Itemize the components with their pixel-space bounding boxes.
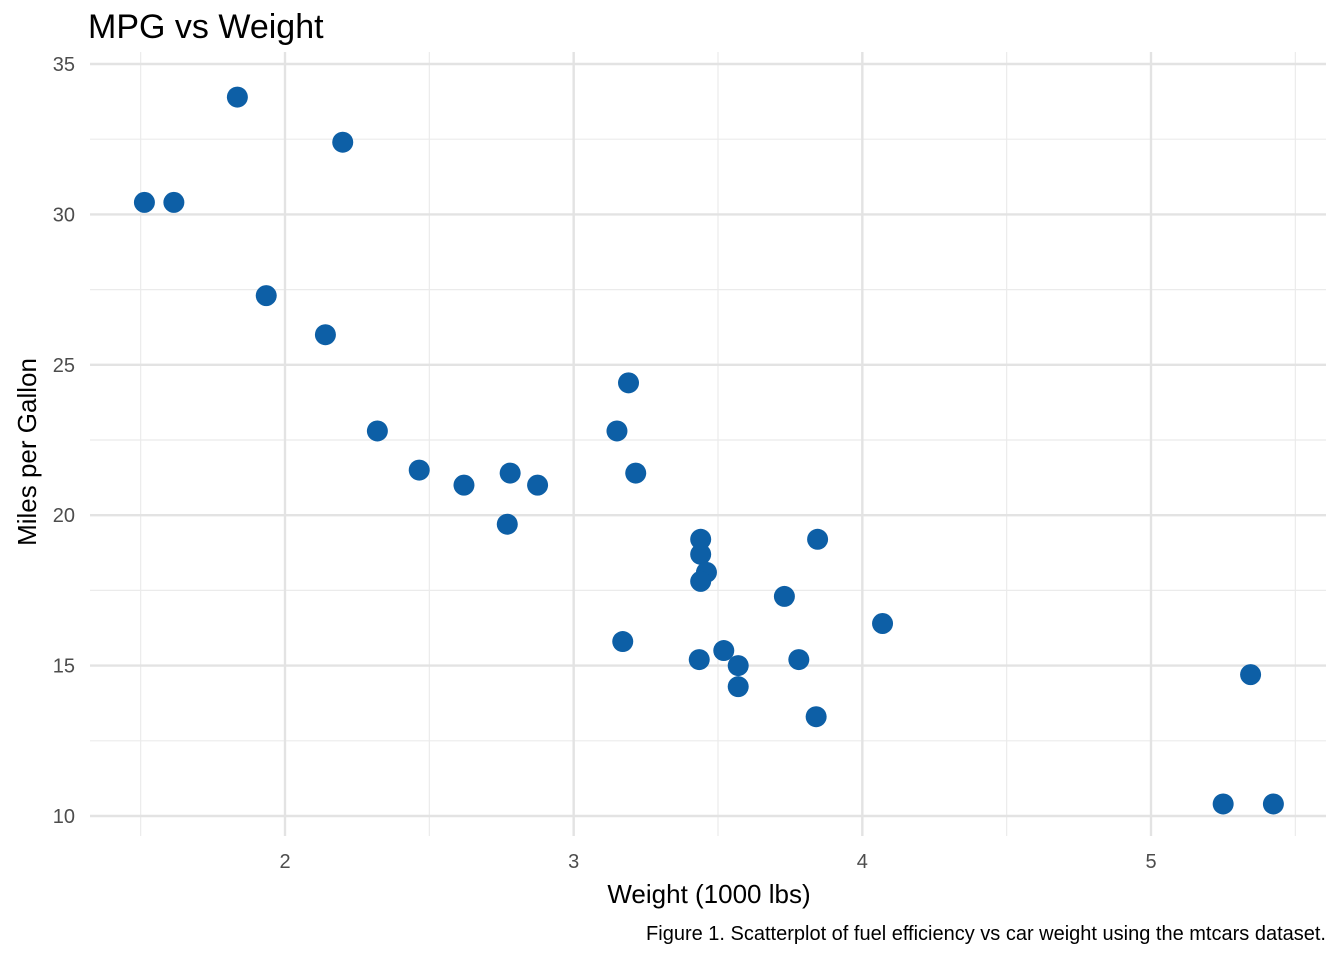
data-point bbox=[625, 462, 647, 484]
y-tick-label: 35 bbox=[53, 54, 75, 76]
data-point bbox=[1240, 664, 1262, 686]
data-point bbox=[163, 191, 185, 213]
data-point bbox=[499, 462, 521, 484]
chart-title: MPG vs Weight bbox=[88, 8, 324, 46]
x-axis-ticks: 2 3 4 5 bbox=[279, 851, 1156, 873]
data-point bbox=[690, 570, 712, 592]
data-point bbox=[1262, 793, 1284, 815]
data-point bbox=[805, 706, 827, 728]
data-point bbox=[606, 420, 628, 442]
data-point bbox=[332, 131, 354, 153]
y-axis-title: Miles per Gallon bbox=[12, 358, 42, 546]
y-tick-label: 30 bbox=[53, 204, 75, 226]
data-point bbox=[788, 649, 810, 671]
data-point bbox=[612, 631, 634, 653]
y-tick-label: 20 bbox=[53, 505, 75, 527]
data-point bbox=[408, 459, 430, 481]
y-tick-label: 10 bbox=[53, 806, 75, 828]
data-point bbox=[1212, 793, 1234, 815]
data-points bbox=[133, 86, 1284, 815]
figure-caption: Figure 1. Scatterplot of fuel efficiency… bbox=[646, 923, 1326, 945]
data-point bbox=[226, 86, 248, 108]
data-point bbox=[713, 640, 735, 662]
data-point bbox=[618, 372, 640, 394]
data-point bbox=[773, 585, 795, 607]
x-axis-title: Weight (1000 lbs) bbox=[607, 879, 810, 909]
data-point bbox=[872, 612, 894, 634]
data-point bbox=[314, 324, 336, 346]
data-point bbox=[453, 474, 475, 496]
y-tick-label: 25 bbox=[53, 355, 75, 377]
data-point bbox=[496, 513, 518, 535]
data-point bbox=[727, 676, 749, 698]
data-point bbox=[527, 474, 549, 496]
data-point bbox=[133, 191, 155, 213]
major-grid bbox=[90, 52, 1326, 836]
minor-grid bbox=[90, 52, 1326, 836]
y-axis-ticks: 10 15 20 25 30 35 bbox=[53, 54, 75, 828]
data-point bbox=[690, 543, 712, 565]
data-point bbox=[255, 285, 277, 307]
y-tick-label: 15 bbox=[53, 656, 75, 678]
x-tick-label: 2 bbox=[279, 851, 290, 873]
x-tick-label: 5 bbox=[1145, 851, 1156, 873]
x-tick-label: 4 bbox=[857, 851, 868, 873]
x-tick-label: 3 bbox=[568, 851, 579, 873]
data-point bbox=[690, 528, 712, 550]
data-point bbox=[366, 420, 388, 442]
data-point bbox=[727, 655, 749, 677]
data-point bbox=[807, 528, 829, 550]
data-point bbox=[688, 649, 710, 671]
